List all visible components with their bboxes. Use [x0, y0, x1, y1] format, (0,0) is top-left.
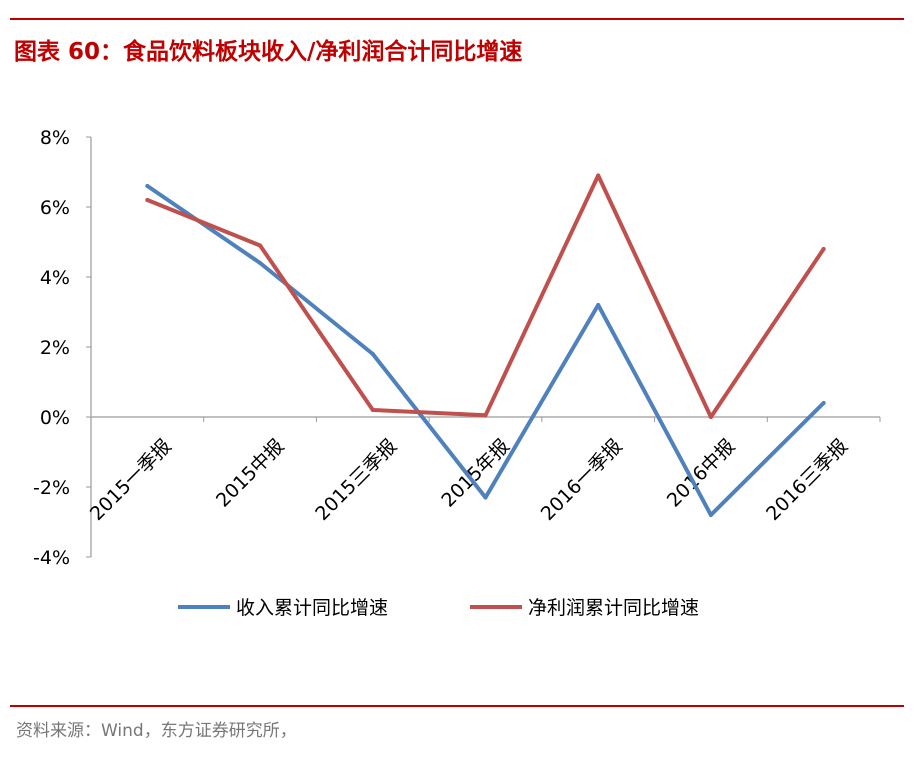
data-point: [258, 243, 263, 248]
legend-swatch: [178, 604, 230, 609]
y-tick-label: 4%: [40, 267, 70, 289]
data-point: [596, 303, 601, 307]
y-tick-label: 8%: [40, 127, 70, 149]
legend-swatch: [470, 604, 522, 609]
legend-item: 净利润累计同比增速: [470, 593, 699, 620]
data-point: [145, 184, 150, 188]
y-tick-label: 2%: [40, 337, 70, 359]
x-tick-label: 2016一季报: [537, 435, 627, 525]
y-tick-label: 0%: [40, 407, 70, 429]
source-note: 资料来源：Wind，东方证券研究所，: [16, 721, 297, 741]
legend-label: 净利润累计同比增速: [528, 597, 700, 619]
data-point: [483, 495, 488, 500]
data-point: [708, 513, 713, 517]
y-tick-label: -2%: [33, 477, 70, 499]
data-point: [483, 413, 488, 418]
x-tick-label: 2015一季报: [86, 435, 176, 525]
x-tick-label: 2015三季报: [311, 435, 401, 525]
data-point: [821, 401, 826, 405]
x-tick-label: 2015年报: [437, 435, 514, 512]
data-point: [258, 261, 263, 265]
title-top-rule: [10, 18, 904, 20]
data-point: [821, 247, 826, 251]
data-point: [370, 408, 375, 412]
source-rule: [10, 705, 904, 707]
y-tick-label: 6%: [40, 197, 70, 219]
legend-item: 收入累计同比增速: [178, 593, 388, 620]
legend-label: 收入累计同比增速: [236, 597, 389, 619]
x-tick-label: 2015中报: [212, 435, 289, 512]
data-point: [370, 352, 375, 356]
y-tick-label: -4%: [33, 547, 70, 569]
chart-legend: 收入累计同比增速 净利润累计同比增速: [0, 593, 914, 621]
figure-title: 图表 60：食品饮料板块收入/净利润合计同比增速: [14, 39, 523, 65]
data-point: [596, 173, 601, 178]
data-point: [145, 198, 150, 202]
data-point: [708, 415, 713, 419]
series-line-2: [145, 173, 826, 419]
